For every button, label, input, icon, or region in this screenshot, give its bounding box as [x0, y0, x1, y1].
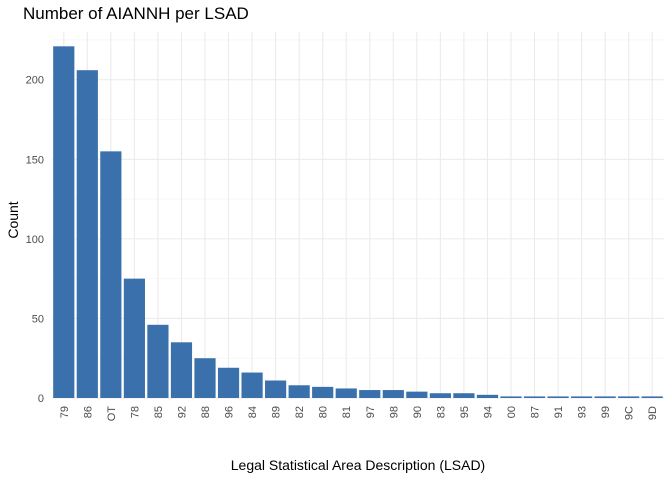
bar-80 [312, 386, 334, 398]
bar-88 [194, 358, 216, 398]
bar-84 [241, 372, 263, 398]
x-tick-label: 91 [553, 406, 565, 418]
bar-87 [523, 396, 546, 398]
x-tick-label: 78 [129, 406, 141, 418]
bar-91 [547, 396, 569, 398]
bar-00 [500, 396, 522, 398]
x-tick-label: 83 [435, 406, 447, 418]
x-tick-label: 94 [482, 406, 494, 418]
bar-99 [594, 396, 616, 398]
x-tick-label: 97 [365, 406, 377, 418]
x-axis-title: Legal Statistical Area Description (LSAD… [231, 457, 485, 473]
bar-96 [217, 367, 240, 398]
x-tick-label: OT [106, 406, 118, 422]
x-tick-label: 88 [200, 406, 212, 418]
bar-81 [335, 388, 357, 398]
chart-title: Number of AIANNH per LSAD [23, 4, 249, 23]
bar-79 [53, 46, 75, 398]
bar-83 [429, 393, 451, 398]
bar-98 [382, 390, 404, 398]
bar-92 [170, 342, 193, 398]
x-tick-label: 99 [600, 406, 612, 418]
y-axis-title: Count [5, 201, 21, 238]
x-tick-label: 81 [341, 406, 353, 418]
x-tick-label: 95 [459, 406, 471, 418]
bar-82 [288, 385, 310, 398]
bar-9D [641, 396, 663, 398]
y-tick-label: 0 [38, 393, 44, 405]
x-tick-label: 96 [224, 406, 236, 418]
bar-86 [76, 70, 98, 398]
x-tick-label: 85 [153, 406, 165, 418]
bar-9C [618, 396, 640, 398]
bars [53, 46, 663, 398]
x-tick-label: 00 [506, 406, 518, 418]
x-tick-label: 90 [412, 406, 424, 418]
bar-95 [453, 393, 475, 398]
bar-89 [265, 380, 287, 398]
x-tick-label: 92 [176, 406, 188, 418]
x-tick-label: 9C [624, 406, 636, 420]
bar-78 [123, 278, 145, 398]
x-tick-label: 87 [530, 406, 542, 418]
y-tick-label: 50 [32, 313, 44, 325]
bar-90 [406, 391, 428, 398]
bar-OT [100, 151, 122, 398]
x-tick-label: 9D [647, 406, 659, 420]
y-tick-label: 100 [26, 234, 44, 246]
y-tick-label: 150 [26, 154, 44, 166]
x-tick-label: 82 [294, 406, 306, 418]
bar-94 [476, 394, 499, 398]
x-tick-label: 93 [577, 406, 589, 418]
y-axis-ticks: 0 50 100 150 200 [26, 75, 44, 405]
x-tick-label: 84 [247, 406, 259, 418]
x-tick-label: 98 [388, 406, 400, 418]
bar-85 [147, 324, 169, 398]
bar-93 [571, 396, 593, 398]
x-tick-label: 89 [271, 406, 283, 418]
x-tick-label: 80 [318, 406, 330, 418]
x-tick-label: 86 [82, 406, 94, 418]
x-axis-ticks: 79 86 OT 78 85 92 88 96 84 89 82 80 81 97 98 90 83 95 94 00… [59, 406, 659, 422]
bar-97 [359, 390, 381, 398]
y-tick-label: 200 [26, 75, 44, 87]
x-tick-label: 79 [59, 406, 71, 418]
